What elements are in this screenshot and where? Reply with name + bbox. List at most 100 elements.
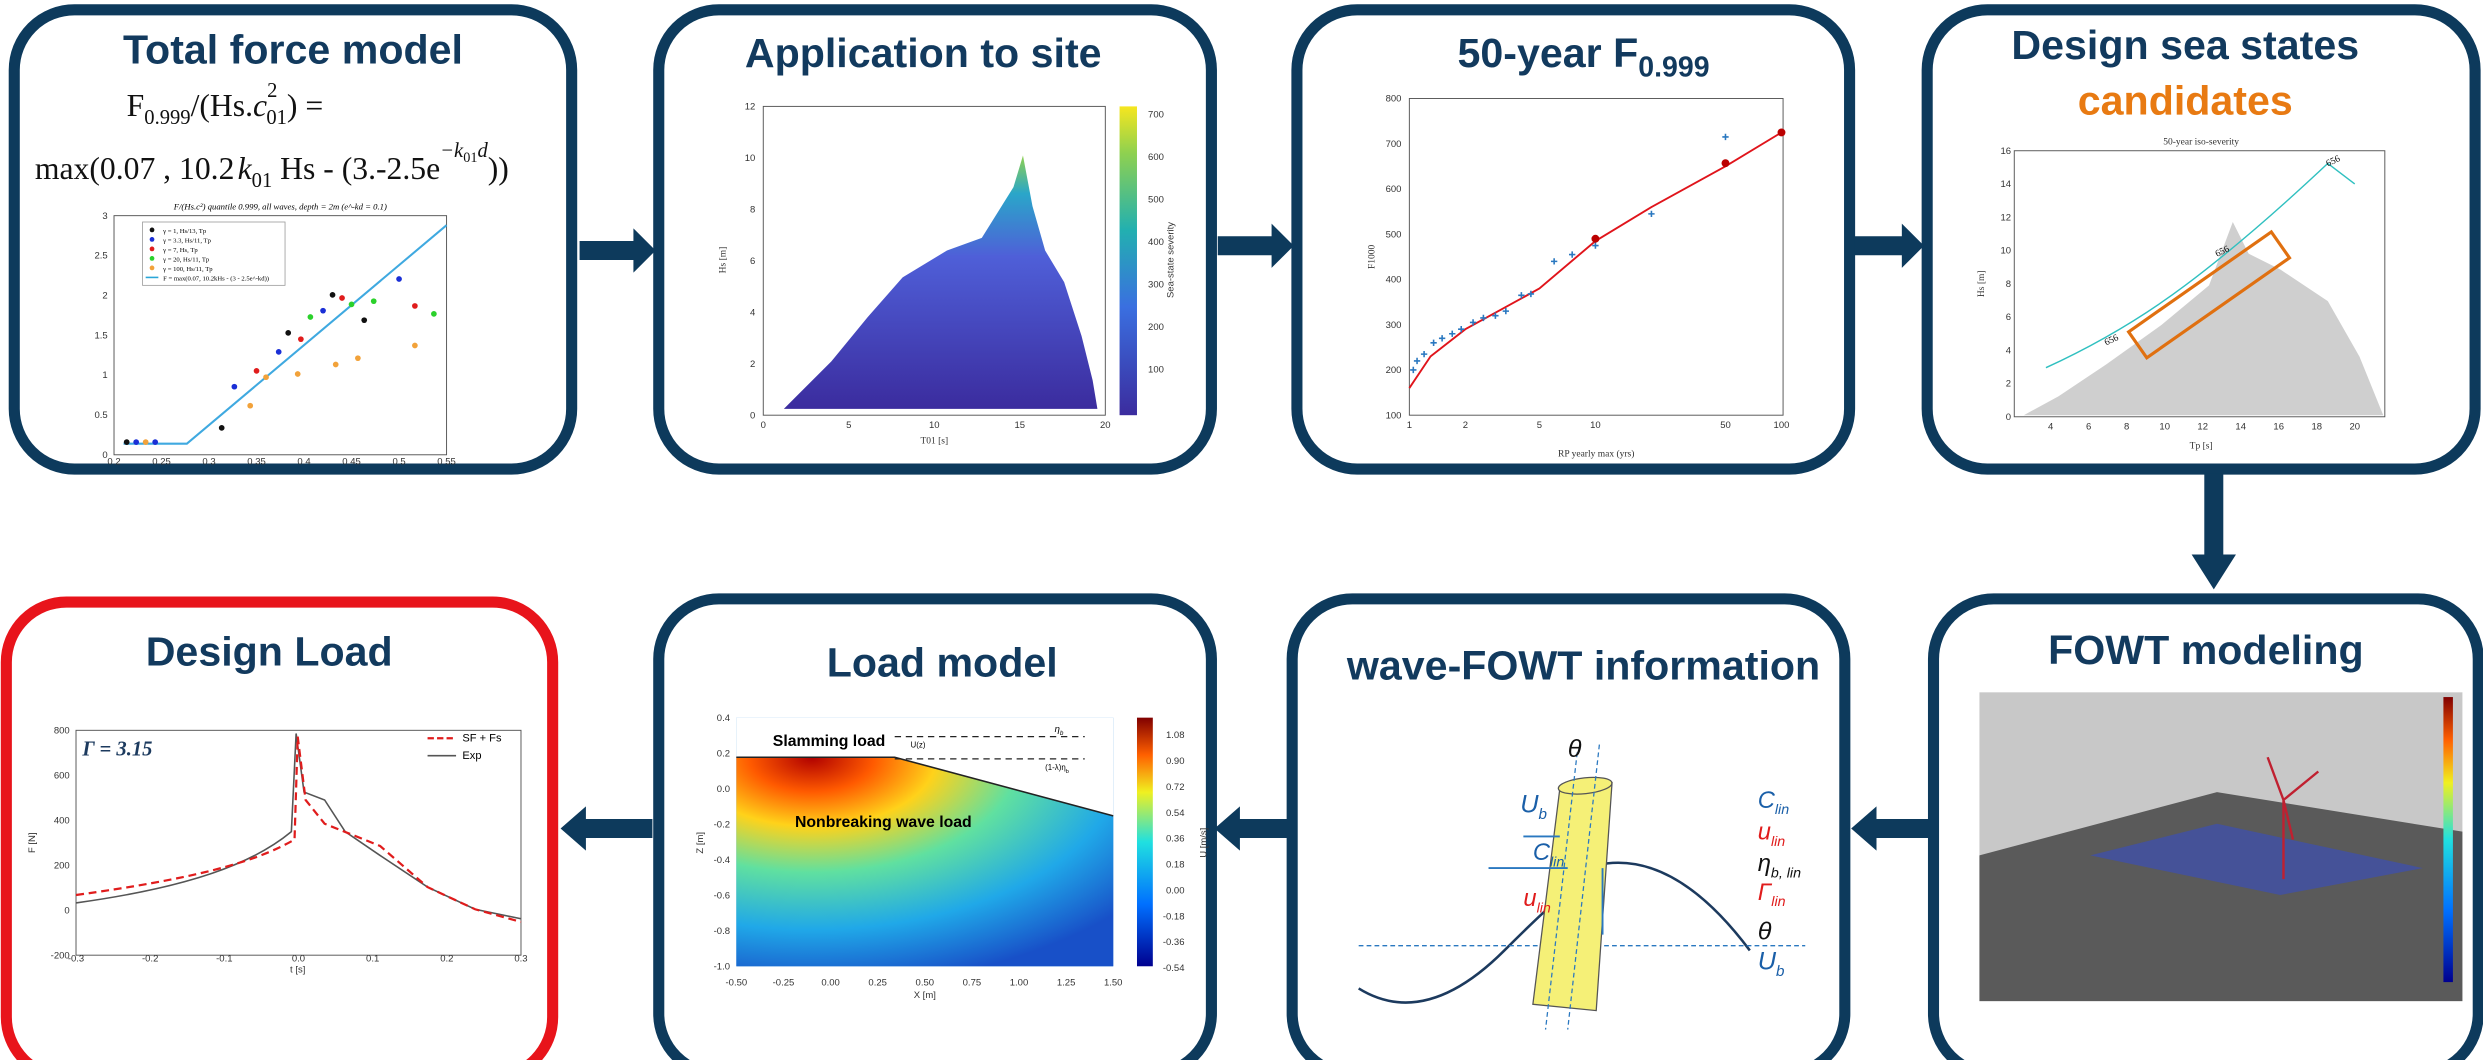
arrow <box>1214 806 1288 851</box>
y-tick-label: -0.54 <box>1163 963 1185 974</box>
data-cross <box>1420 350 1428 358</box>
text-part: max(0.07 , 10.2 <box>35 151 235 186</box>
y-tick-label: 10 <box>745 153 756 164</box>
formula: max(0.07 , 10.2 k01 Hs - (3.-2.5e−k01d)) <box>35 140 509 192</box>
text-part: η <box>1758 850 1771 877</box>
scatter-cloud <box>783 155 1098 409</box>
scatter-point <box>285 329 292 336</box>
axis-label: Hs [m] <box>1977 270 1987 297</box>
axis-label: U [m/s] <box>1199 828 1210 858</box>
x-tick-label: 0.50 <box>916 977 934 988</box>
scatter-point <box>412 342 418 349</box>
axis-label: F [N] <box>27 832 38 853</box>
x-tick-label: 0.25 <box>152 456 171 467</box>
y-tick-label: 0 <box>102 450 107 461</box>
y-tick-label: 0 <box>2006 412 2011 423</box>
x-tick-label: 0.55 <box>437 456 456 467</box>
y-tick-label: 2 <box>2006 379 2011 390</box>
scatter-point <box>218 425 225 431</box>
y-tick-label: 0.36 <box>1166 834 1185 845</box>
text-part: C <box>1533 839 1551 866</box>
legend-label: γ = 7, Hs, Tp <box>162 247 198 254</box>
y-tick-label: 0 <box>64 905 69 916</box>
plot-frame <box>113 215 448 456</box>
text-part: b <box>1539 806 1547 823</box>
candidate-box <box>2126 229 2292 360</box>
arrow <box>2191 473 2236 590</box>
symbol-label: Ub <box>1758 947 1785 979</box>
panel-title: Load model <box>827 639 1058 685</box>
scatter-point <box>396 276 402 282</box>
text-part: b, lin <box>1771 866 1801 882</box>
y-tick-label: -0.8 <box>714 926 730 937</box>
scatter-point <box>431 310 437 317</box>
text-part: Hs - (3.-2.5e <box>272 151 440 186</box>
legend-label: γ = 20, Hs/11, Tp <box>162 257 210 264</box>
panel-title: Design Load <box>146 628 393 674</box>
text-part: C <box>1758 787 1776 814</box>
x-tick-label: 5 <box>1537 420 1542 431</box>
annotation: Γ = 3.15 <box>81 739 152 761</box>
data-cross <box>1527 290 1535 298</box>
x-tick-label: 1 <box>1407 420 1412 431</box>
model-curve <box>75 736 522 923</box>
colorbar <box>2443 697 2453 983</box>
panel-title: Application to site <box>745 30 1102 76</box>
scatter-point <box>263 374 269 381</box>
y-tick-label: -200 <box>51 950 70 961</box>
data-cross <box>1413 357 1421 365</box>
text-part: 01 <box>266 107 287 129</box>
scatter-point <box>361 317 368 324</box>
data-cross <box>1469 319 1477 326</box>
y-tick-label: 300 <box>1148 279 1164 290</box>
x-tick-label: 0.1 <box>366 954 379 965</box>
exp-curve <box>75 733 522 920</box>
axis-label: Tp [s] <box>2190 441 2213 451</box>
data-cross <box>1550 258 1558 265</box>
text-part: )) <box>488 151 509 186</box>
y-tick-label: 0.00 <box>1166 885 1185 896</box>
y-tick-label: 100 <box>1148 364 1164 375</box>
y-tick-label: 400 <box>54 815 70 826</box>
text-part: (1-λ)η <box>1045 763 1066 772</box>
symbol-label: Clin <box>1758 787 1789 818</box>
y-tick-label: 200 <box>1148 322 1164 333</box>
y-tick-label: 0.72 <box>1166 782 1185 793</box>
symbol-label: ηb, lin <box>1758 850 1801 881</box>
panel-title: wave-FOWT information <box>1346 643 1820 689</box>
design-point <box>1721 159 1730 168</box>
text-part: Γ <box>1758 879 1773 906</box>
x-tick-label: 100 <box>1774 420 1790 431</box>
y-tick-label: 800 <box>1386 94 1402 105</box>
text-part: /(Hs. <box>191 88 253 123</box>
text-part: u <box>1758 819 1771 846</box>
y-tick-label: 1 <box>102 370 107 381</box>
x-tick-label: -0.3 <box>68 954 84 965</box>
data-cross <box>1410 366 1417 374</box>
legend-label: γ = 1, Hs/13, Tp <box>162 228 207 235</box>
data-cross <box>1480 314 1487 322</box>
axis-label: t [s] <box>290 965 305 976</box>
legend-label: SF + Fs <box>462 732 502 744</box>
text-part: c <box>253 88 267 123</box>
scatter-point <box>307 314 314 320</box>
scatter-point <box>298 336 304 343</box>
scatter-point <box>133 439 140 445</box>
air <box>736 717 1114 816</box>
scatter-point <box>329 291 336 298</box>
y-tick-label: 4 <box>750 307 755 318</box>
panel-title-highlight: candidates <box>2078 77 2293 123</box>
plot-frame <box>1408 98 1784 416</box>
x-tick-label: 1.50 <box>1104 977 1123 988</box>
y-tick-label: 2.5 <box>94 251 107 262</box>
y-tick-label: 6 <box>750 256 755 267</box>
legend-label: Exp <box>462 750 481 762</box>
axis-label: RP yearly max (yrs) <box>1558 448 1634 459</box>
legend-marker <box>149 256 155 261</box>
y-tick-label: -0.36 <box>1163 937 1185 948</box>
symbol-label: Ub <box>1520 791 1547 823</box>
mooring-area <box>2090 823 2423 896</box>
y-tick-label: 500 <box>1386 229 1402 240</box>
text-part: lin <box>1771 894 1785 910</box>
